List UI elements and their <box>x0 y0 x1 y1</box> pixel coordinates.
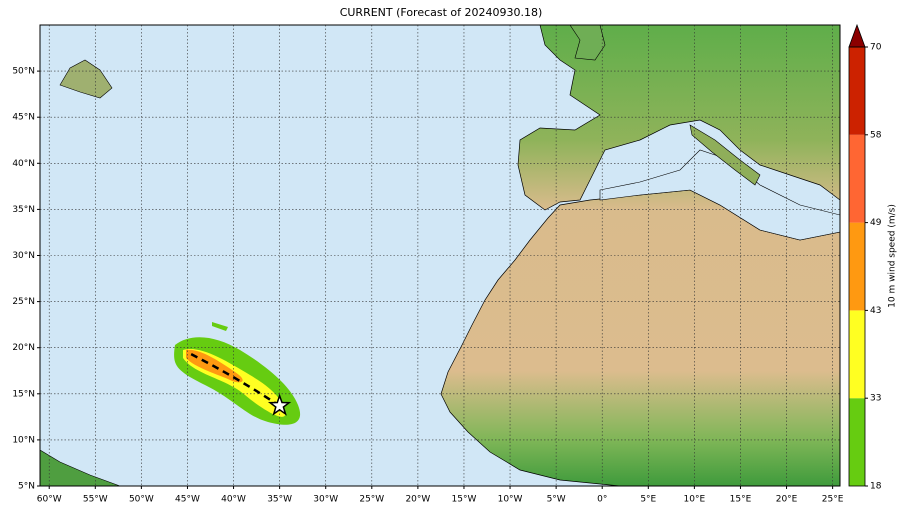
colorbar: 18 33 43 49 58 70 <box>848 23 882 492</box>
x-tick-label: 15°W <box>452 495 477 505</box>
x-tick-label: 60°W <box>37 495 62 505</box>
y-tick-label: 35°N <box>12 205 35 215</box>
x-tick-label: 15°E <box>730 495 752 505</box>
x-tick-label: 40°W <box>221 495 246 505</box>
colorbar-segment <box>849 222 865 311</box>
colorbar-label: 10 m wind speed (m/s) <box>888 204 898 308</box>
x-tick-label: 10°E <box>684 495 706 505</box>
colorbar-tick-label: 49 <box>870 218 882 228</box>
x-tick-label: 20°W <box>405 495 430 505</box>
y-tick-label: 10°N <box>12 435 35 445</box>
colorbar-frame <box>848 46 866 487</box>
storm-position <box>267 393 292 416</box>
track <box>190 353 292 416</box>
grid <box>40 25 840 486</box>
colorbar-tick-label: 70 <box>870 43 882 53</box>
colorbar-segment <box>849 134 865 223</box>
x-tick-label: 0° <box>597 495 607 505</box>
colorbar-segment <box>849 47 865 135</box>
storm-track <box>190 353 281 407</box>
y-tick-label: 50°N <box>12 67 35 77</box>
british-isles <box>569 25 606 61</box>
x-tick-label: 30°W <box>313 495 338 505</box>
x-tick-label: 5°E <box>640 495 656 505</box>
x-tick-label: 25°W <box>359 495 384 505</box>
y-tick-label: 15°N <box>12 389 35 399</box>
x-tick-label: 10°W <box>498 495 523 505</box>
colorbar-extension <box>848 23 866 48</box>
y-tick-label: 20°N <box>12 343 35 353</box>
colorbar-tick-label: 33 <box>870 394 881 404</box>
map-title: CURRENT (Forecast of 20240930.18) <box>340 6 543 19</box>
colorbar-segment <box>849 398 865 486</box>
map-area <box>40 25 840 486</box>
colorbar-tick-label: 18 <box>870 482 882 492</box>
x-tick-label: 45°W <box>175 495 200 505</box>
x-tick-label: 20°E <box>776 495 798 505</box>
italy <box>689 124 761 186</box>
south-america <box>40 449 121 486</box>
y-tick-label: 45°N <box>12 113 35 123</box>
y-tick-label: 30°N <box>12 251 35 261</box>
colorbar-tick-label: 58 <box>870 130 882 140</box>
colorbar-tick-label: 43 <box>870 306 881 316</box>
colorbar-segment <box>849 310 865 399</box>
x-tick-label: 55°W <box>83 495 108 505</box>
y-tick-label: 5°N <box>18 482 35 492</box>
wind-swath-green-fragment <box>212 322 228 331</box>
x-tick-label: 25°E <box>822 495 844 505</box>
newfoundland <box>59 59 113 99</box>
x-tick-label: 5°W <box>547 495 566 505</box>
x-tick-label: 35°W <box>267 495 292 505</box>
y-tick-label: 40°N <box>12 159 35 169</box>
mediterranean-sea <box>599 149 840 241</box>
y-tick-label: 25°N <box>12 297 35 307</box>
x-tick-label: 50°W <box>129 495 154 505</box>
